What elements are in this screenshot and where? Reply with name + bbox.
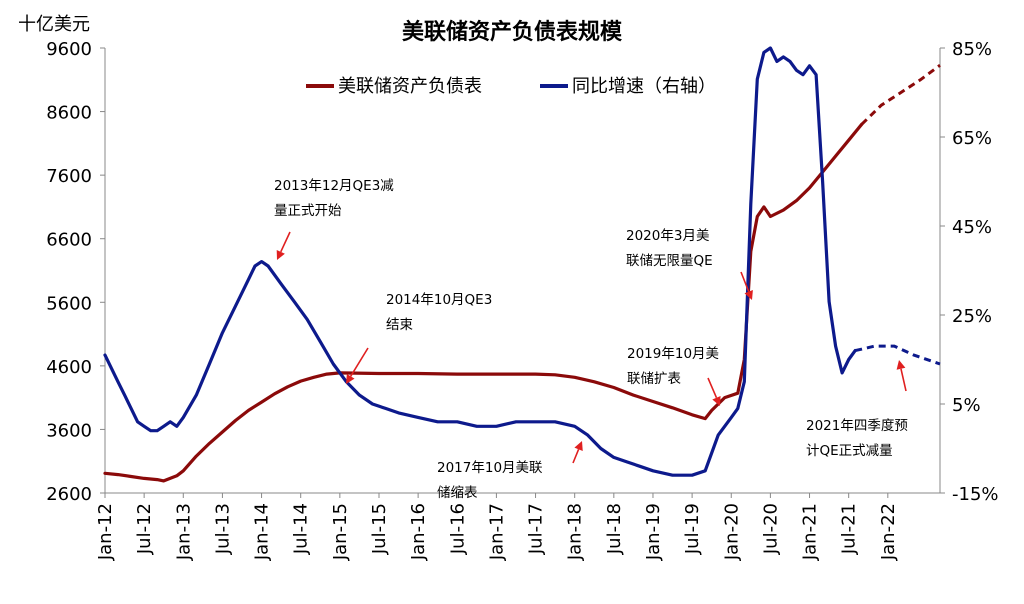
x-tick-label: Jan-14	[252, 503, 273, 561]
left-tick-label: 9600	[46, 39, 92, 60]
x-tick-label: Jan-18	[565, 503, 586, 561]
annotation-text: 储缩表	[437, 485, 478, 501]
annotation-text: 2013年12月QE3减	[274, 178, 394, 194]
series-layer	[103, 46, 941, 483]
right-tick-label: 65%	[952, 128, 992, 149]
annotation-arrow-head	[574, 441, 583, 452]
annotation-arrow-shaft	[707, 377, 718, 399]
right-tick-label: 5%	[952, 395, 981, 416]
series-projection-1	[854, 344, 941, 366]
left-tick-label: 2600	[46, 484, 92, 505]
left-tick-label: 5600	[46, 293, 92, 314]
x-tick-label: Jul-19	[682, 503, 703, 555]
annotation-arrow-head	[346, 373, 355, 384]
x-tick-label: Jul-16	[447, 503, 468, 555]
annotation-text: 联储无限量QE	[626, 253, 713, 269]
x-tick-label: Jul-14	[291, 503, 312, 555]
left-tick-label: 8600	[46, 103, 92, 124]
series-line-1	[103, 46, 857, 477]
x-tick-label: Jan-13	[173, 503, 194, 561]
annotation-arrow-shaft	[280, 231, 291, 253]
left-tick-label: 6600	[46, 230, 92, 251]
right-tick-label: 25%	[952, 306, 992, 327]
x-tick-label: Jan-19	[643, 503, 664, 561]
annotation-arrow-head	[276, 249, 285, 260]
legend: 美联储资产负债表 同比增速（右轴）	[306, 76, 716, 97]
legend-label-balance-sheet: 美联储资产负债表	[338, 76, 482, 97]
x-tick-label: Jan-15	[330, 503, 351, 561]
x-tick-label: Jan-17	[486, 503, 507, 561]
x-tick-label: Jan-20	[721, 503, 742, 561]
x-tick-label: Jul-20	[760, 503, 781, 555]
right-tick-label: -15%	[952, 484, 999, 505]
annotation-text: 2021年四季度预	[806, 418, 908, 434]
series-projection-0	[860, 63, 941, 126]
annotation-text: 结束	[386, 317, 413, 333]
annotation-text: 量正式开始	[274, 203, 342, 219]
left-axis-unit: 十亿美元	[18, 14, 90, 35]
right-tick-label: 45%	[952, 217, 992, 238]
annotation-text: 联储扩表	[627, 371, 681, 387]
annotation-text: 2017年10月美联	[437, 460, 543, 476]
annotation-text: 2019年10月美	[627, 346, 719, 362]
annotation-arrow-head	[712, 395, 721, 406]
axes: 9600 8600 7600 6600 5600 4600 3600 2600 85% 65% 45…	[46, 39, 998, 561]
annotation-text: 2020年3月美	[626, 228, 709, 244]
left-tick-label: 7600	[46, 166, 92, 187]
chart-title: 美联储资产负债表规模	[402, 19, 623, 45]
x-tick-label: Jul-17	[526, 503, 547, 555]
x-tick-label: Jan-16	[408, 503, 429, 561]
x-tick-label: Jul-15	[369, 503, 390, 555]
x-tick-label: Jul-21	[839, 503, 860, 555]
annotation-text: 2014年10月QE3	[386, 292, 492, 308]
annotation-text: 计QE正式减量	[806, 443, 893, 459]
annotation-arrow-shaft	[900, 368, 907, 392]
x-tick-label: Jul-18	[604, 503, 625, 555]
left-tick-label: 3600	[46, 420, 92, 441]
x-tick-label: Jan-21	[800, 503, 821, 561]
annotation-arrow-head	[744, 289, 753, 300]
annotation-arrow-head	[896, 360, 906, 370]
annotation-arrow-shaft	[350, 347, 369, 377]
annotation-arrow-shaft	[740, 271, 750, 292]
series-line-0	[103, 122, 864, 483]
left-tick-label: 4600	[46, 357, 92, 378]
x-tick-label: Jul-12	[134, 503, 155, 555]
x-tick-label: Jan-22	[878, 503, 899, 561]
right-tick-label: 85%	[952, 39, 992, 60]
x-tick-label: Jul-13	[212, 503, 233, 555]
x-tick-label: Jan-12	[95, 503, 116, 561]
annotation-arrow-shaft	[572, 449, 580, 464]
legend-label-yoy: 同比增速（右轴）	[572, 76, 716, 97]
